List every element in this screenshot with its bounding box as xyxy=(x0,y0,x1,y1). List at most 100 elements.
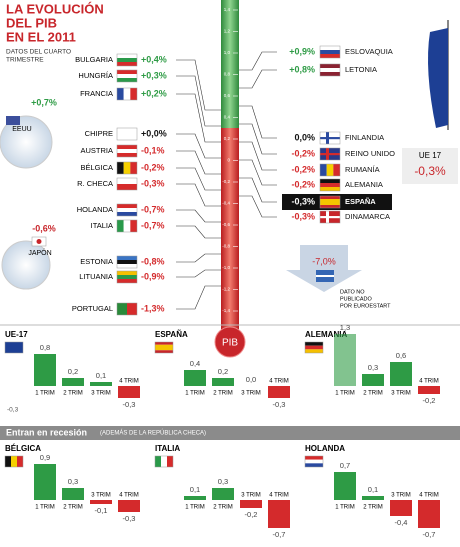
country-name: BULGARIA xyxy=(75,55,113,64)
country-name: R. CHECA xyxy=(77,179,113,188)
connector xyxy=(176,150,221,175)
x-tick-label: 4 TRIM xyxy=(419,493,439,499)
chart-title: HOLANDA xyxy=(305,444,345,453)
thermo-tick-label: -0,6 xyxy=(222,222,230,227)
country-value: 0,0% xyxy=(294,132,315,142)
title: DEL PIB xyxy=(6,15,57,30)
flag xyxy=(161,456,167,467)
flag xyxy=(116,127,138,141)
eeuu-value: +0,7% xyxy=(31,97,57,107)
flag xyxy=(116,144,138,158)
flag xyxy=(117,178,137,184)
country-name: BÉLGICA xyxy=(80,163,113,172)
bar xyxy=(184,496,206,500)
connector xyxy=(176,167,221,191)
x-tick-label: 3 TRIM xyxy=(241,493,261,499)
flag xyxy=(11,456,17,467)
flag xyxy=(117,162,124,174)
value-label: 1,3 xyxy=(340,323,350,332)
flag xyxy=(117,260,137,264)
x-tick-label: 1 TRIM xyxy=(335,391,355,397)
country-value: +0,8% xyxy=(289,64,315,74)
eu-flag xyxy=(428,28,448,128)
country-name: HUNGRÍA xyxy=(78,71,113,80)
x-tick-label: 3 TRIM xyxy=(391,493,411,499)
chart-title: UE-17 xyxy=(5,330,28,339)
x-tick-label: 1 TRIM xyxy=(335,505,355,511)
flag xyxy=(320,46,340,50)
subtitle: TRIMESTRE xyxy=(6,57,44,64)
flag xyxy=(117,88,124,100)
country-name: ITALIA xyxy=(91,221,113,230)
flag xyxy=(305,456,323,460)
flag xyxy=(130,220,137,232)
thermo-green xyxy=(221,0,239,128)
thermo-red xyxy=(221,128,239,330)
subtitle: DATOS DEL CUARTO xyxy=(6,49,71,56)
flag xyxy=(320,187,340,191)
value-label: -0,1 xyxy=(95,506,108,515)
flag xyxy=(123,220,131,232)
flag xyxy=(123,88,131,100)
value-label: 0,7 xyxy=(340,461,350,470)
country-value: -0,2% xyxy=(291,148,315,158)
connector xyxy=(176,253,221,263)
section-bar xyxy=(0,426,460,440)
flag xyxy=(6,116,20,125)
japon-name: JAPÓN xyxy=(28,248,51,257)
thermo-tick-label: 1,2 xyxy=(224,29,231,34)
connector xyxy=(176,285,221,310)
flag xyxy=(117,220,124,232)
flag xyxy=(155,350,173,353)
section-title: Entran en recesión xyxy=(6,427,87,437)
x-tick-label: 2 TRIM xyxy=(63,505,83,511)
value-label: -0,7 xyxy=(423,530,436,539)
flag xyxy=(320,50,340,54)
country-name: FRANCIA xyxy=(80,89,113,98)
thermo-tick-label: 0 xyxy=(227,158,230,163)
thermo-bulb xyxy=(214,326,246,358)
connector xyxy=(176,75,221,127)
x-tick-label: 4 TRIM xyxy=(269,379,289,385)
country-name: PORTUGAL xyxy=(72,304,113,313)
flag xyxy=(319,195,341,209)
flag xyxy=(117,279,137,283)
flag xyxy=(117,184,137,190)
connector xyxy=(239,105,277,139)
country-name: ESLOVAQUIA xyxy=(345,47,393,56)
flag xyxy=(305,459,323,464)
japon-value: -0,6% xyxy=(32,223,56,233)
chart-title: BÉLGICA xyxy=(5,444,41,453)
x-tick-label: 3 TRIM xyxy=(91,493,111,499)
thermo-tick-label: -0,4 xyxy=(222,201,230,206)
flag xyxy=(333,164,340,176)
x-tick-label: 3 TRIM xyxy=(241,391,261,397)
flag xyxy=(305,463,323,467)
value-label: -0,4 xyxy=(395,518,408,527)
bar xyxy=(268,500,290,528)
flag xyxy=(116,53,138,67)
connector xyxy=(239,195,277,218)
x-tick-label: 3 TRIM xyxy=(391,391,411,397)
flag xyxy=(130,88,137,100)
flag xyxy=(305,342,323,346)
flag xyxy=(304,341,324,354)
thermo-tick-label: -0,8 xyxy=(222,244,230,249)
bar xyxy=(118,500,140,512)
country-name: LITUANIA xyxy=(79,272,113,281)
flag xyxy=(116,255,138,269)
flag xyxy=(117,70,137,74)
greece-value: -7,0% xyxy=(312,256,336,266)
country-name: ESPAÑA xyxy=(345,197,376,206)
value-label: -0,3 xyxy=(123,514,136,523)
flag xyxy=(116,302,138,316)
flag xyxy=(320,54,340,58)
flag xyxy=(117,145,137,149)
flag xyxy=(167,456,173,467)
greece-note: DATO NO xyxy=(340,289,365,295)
chart-title: ALEMANIA xyxy=(305,330,347,339)
flag xyxy=(116,203,138,217)
flag xyxy=(117,212,137,216)
bar xyxy=(418,500,440,528)
